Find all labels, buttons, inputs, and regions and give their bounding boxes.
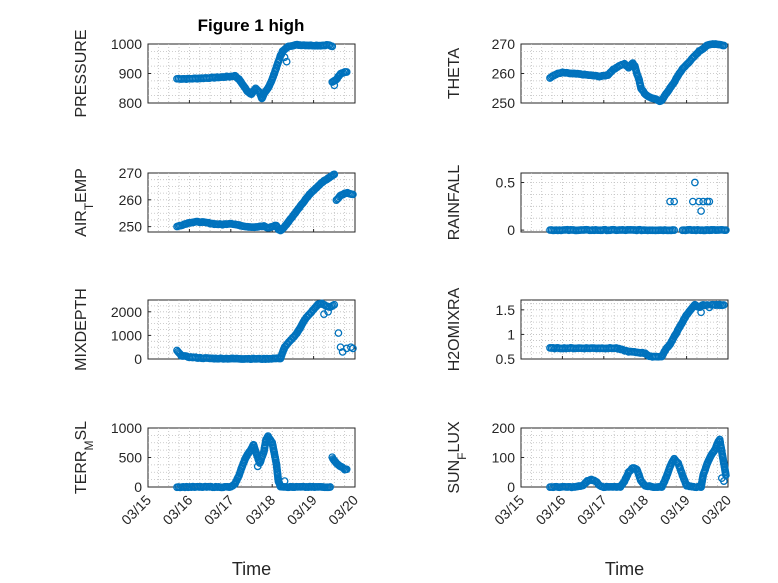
data-points bbox=[173, 432, 351, 492]
x-tick-label: 03/15 bbox=[118, 492, 154, 528]
x-tick-label: 03/20 bbox=[698, 492, 734, 528]
y-axis-label: PRESSURE bbox=[73, 29, 90, 117]
y-tick-label: 1.5 bbox=[496, 302, 516, 318]
y-tick-label: 1000 bbox=[111, 36, 142, 52]
data-point bbox=[342, 68, 351, 76]
x-tick-label: 03/18 bbox=[615, 492, 651, 528]
data-point bbox=[670, 226, 679, 234]
y-tick-label: 260 bbox=[119, 192, 143, 208]
data-points bbox=[173, 170, 357, 235]
data-point bbox=[720, 41, 728, 50]
subplot-pressure: 800 900 1000 PRESSURE bbox=[73, 29, 356, 118]
y-tick-label: 500 bbox=[119, 450, 143, 466]
subplot-air_temp: 250 260 270 AIRTEMP bbox=[73, 165, 357, 237]
y-tick-label: 270 bbox=[119, 165, 143, 181]
x-tick-label: 03/20 bbox=[325, 492, 361, 528]
subplot-h2omixra: 0.5 1 1.5 H2OMIXRA bbox=[446, 287, 729, 371]
data-point bbox=[707, 226, 716, 234]
data-point bbox=[330, 456, 339, 465]
data-point bbox=[670, 197, 679, 206]
data-point bbox=[324, 307, 332, 316]
y-tick-label: 260 bbox=[492, 66, 516, 82]
y-axis-label: RAINFALL bbox=[446, 165, 463, 241]
data-points bbox=[173, 299, 357, 363]
data-point bbox=[349, 344, 357, 353]
data-point bbox=[691, 178, 699, 187]
x-axis-label: Time bbox=[232, 559, 271, 579]
x-tick-label: 03/16 bbox=[159, 492, 195, 528]
subplot-terr_msl: 0 500 1000 03/15 03/16 03/17 03/18 03/19 03/20 Ti… bbox=[73, 420, 361, 579]
x-axis-label: Time bbox=[605, 559, 644, 579]
data-points bbox=[546, 435, 730, 492]
data-point bbox=[697, 207, 705, 215]
y-tick-label: 200 bbox=[492, 420, 516, 436]
data-point bbox=[722, 226, 730, 234]
subplot-sun_flux: 0 100 200 03/15 03/16 03/17 03/18 03/19 03/20 Tim… bbox=[446, 420, 734, 579]
y-tick-label: 2000 bbox=[111, 304, 142, 320]
data-point bbox=[280, 477, 289, 485]
y-axis-label: MIXDEPTH bbox=[73, 288, 90, 371]
data-point bbox=[282, 57, 291, 66]
y-tick-label: 250 bbox=[119, 219, 143, 235]
y-tick-label: 270 bbox=[492, 36, 516, 52]
x-tick-label: 03/17 bbox=[201, 492, 237, 528]
subplot-rainfall: 0 0.5 RAINFALL bbox=[446, 165, 730, 241]
data-point bbox=[253, 462, 262, 471]
y-tick-label: 100 bbox=[492, 450, 516, 466]
y-axis-label: AIRTEMP bbox=[73, 168, 96, 237]
data-point bbox=[717, 474, 726, 482]
data-point bbox=[342, 465, 351, 474]
data-point bbox=[330, 300, 339, 309]
data-points bbox=[546, 178, 730, 235]
x-tick-label: 03/19 bbox=[284, 492, 320, 528]
x-tick-label: 03/16 bbox=[532, 492, 568, 528]
data-point bbox=[705, 197, 714, 206]
y-tick-label: 0.5 bbox=[496, 351, 516, 367]
data-points bbox=[546, 300, 728, 361]
data-point bbox=[695, 197, 703, 206]
data-point bbox=[349, 190, 357, 199]
y-tick-label: 800 bbox=[119, 95, 143, 111]
y-tick-label: 0 bbox=[507, 222, 515, 238]
data-point bbox=[697, 308, 705, 317]
data-point bbox=[326, 483, 335, 491]
data-points bbox=[546, 40, 728, 106]
axes-box bbox=[520, 172, 729, 233]
y-tick-label: 900 bbox=[119, 66, 143, 82]
x-tick-label: 03/17 bbox=[574, 492, 610, 528]
y-axis-label: SUNFLUX bbox=[446, 421, 469, 494]
data-point bbox=[320, 310, 328, 319]
y-tick-label: 1000 bbox=[111, 327, 142, 343]
y-tick-label: 0 bbox=[134, 479, 142, 495]
y-axis-label: H2OMIXRA bbox=[446, 287, 463, 371]
y-tick-label: 1 bbox=[507, 326, 515, 342]
y-tick-label: 0 bbox=[507, 479, 515, 495]
data-points bbox=[173, 40, 351, 103]
x-tick-label: 03/15 bbox=[491, 492, 527, 528]
data-point bbox=[280, 53, 289, 62]
data-point bbox=[289, 483, 297, 491]
x-tick-label: 03/19 bbox=[657, 492, 693, 528]
data-point bbox=[330, 81, 339, 90]
data-point bbox=[330, 170, 339, 179]
y-axis-label: TERRMSL bbox=[73, 421, 96, 494]
y-tick-label: 1000 bbox=[111, 420, 142, 436]
y-tick-label: 0 bbox=[134, 351, 142, 367]
data-point bbox=[666, 197, 674, 206]
subplot-theta: 250 260 270 THETA bbox=[446, 36, 729, 111]
data-point bbox=[328, 42, 337, 51]
x-tick-label: 03/18 bbox=[242, 492, 278, 528]
data-point bbox=[334, 329, 343, 337]
y-axis-label: THETA bbox=[446, 48, 463, 100]
y-tick-label: 0.5 bbox=[496, 175, 516, 191]
subplot-mixdepth: 0 1000 2000 MIXDEPTH bbox=[73, 288, 357, 371]
y-tick-label: 250 bbox=[492, 95, 516, 111]
data-point bbox=[720, 301, 728, 309]
data-point bbox=[705, 303, 714, 312]
figure-title: Figure 1 high bbox=[198, 16, 305, 35]
axes-box bbox=[147, 427, 356, 488]
